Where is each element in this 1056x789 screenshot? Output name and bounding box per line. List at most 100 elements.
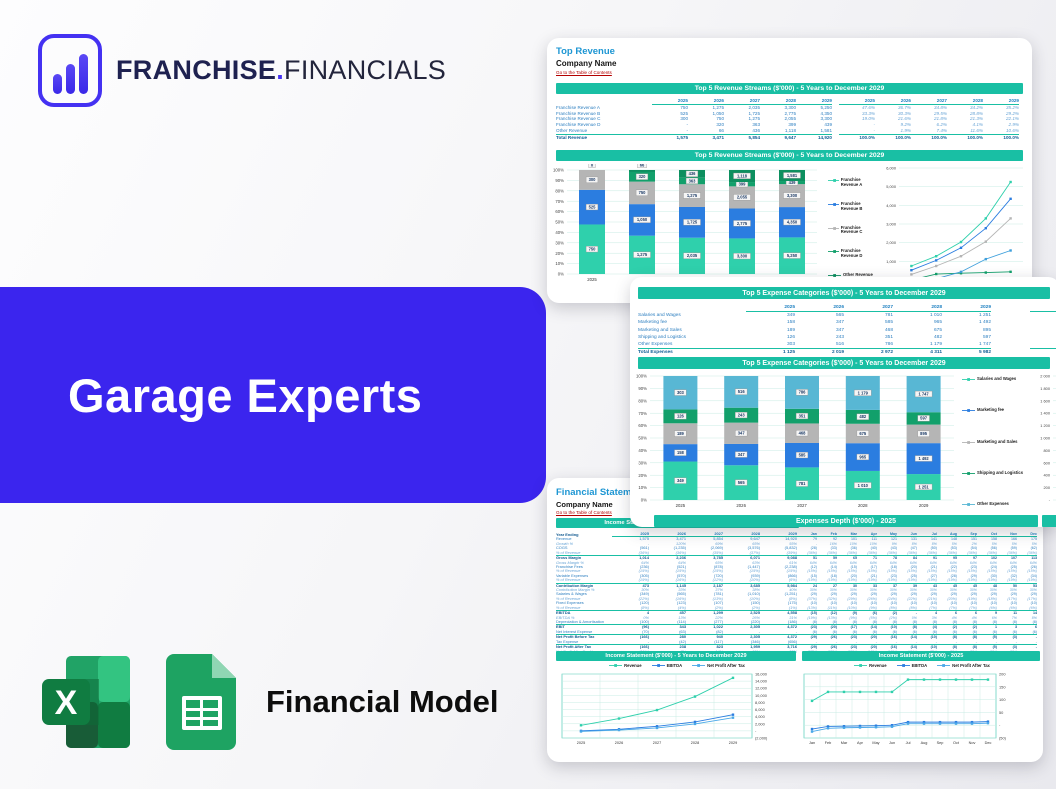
svg-text:50: 50 [999,710,1004,715]
svg-text:600: 600 [1044,460,1051,465]
google-sheets-icon [166,654,236,750]
svg-text:6,000: 6,000 [886,166,897,171]
svg-text:243: 243 [738,412,746,417]
svg-text:5,000: 5,000 [886,184,897,189]
svg-text:2,035: 2,035 [687,253,698,258]
svg-text:(2,000): (2,000) [755,736,768,741]
table-row: 31.0%28.0% [1030,312,1056,319]
table-row: 2025 2026 2027 2028 2029 [839,98,1019,105]
expenses-depth-axis-chart: 2 000 1 800 1 600 1 400 1 200 1 000 800 600 400 2… [1026,372,1056,514]
svg-text:2027: 2027 [653,741,661,745]
svg-text:436: 436 [689,171,697,176]
svg-text:2,055: 2,055 [737,195,748,200]
svg-text:2025: 2025 [676,503,686,508]
svg-text:Jan: Jan [809,741,815,745]
svg-text:X: X [55,684,78,722]
format-label: Financial Model [266,684,499,719]
table-row: % of Revenue (22%) (16%) (13%) (10%) (8%) (37%… [556,596,1037,601]
svg-text:2,775: 2,775 [737,221,748,226]
legend-item: Salaries and Wages [962,376,1024,382]
sheet-top-expenses: Top 5 Expense Categories ($'000) - 5 Yea… [630,277,1056,527]
table-row: Salaries and Wages 349 565 781 1 010 1 251 [638,313,991,319]
revenue-percent-table: 2025 2026 2027 2028 2029 47.6% 36.7% 34.8% 34.2%… [839,98,1019,141]
legend-item: Net Profit After Tax [692,663,745,668]
table-row: Fixed Expenses (120) (123) (107) (150) (175)(… [556,601,1037,606]
legend-item: Other Expenses [962,501,1024,507]
monthly-banner: Month [1042,515,1056,527]
svg-text:300: 300 [589,177,597,182]
table-row: Total Revenue 1,575 3,471 5,854 9,647 14,920 [556,133,832,140]
brand-logo: FRANCHISE.FINANCIALS [38,34,446,107]
svg-text:30%: 30% [638,460,647,465]
svg-text:565: 565 [738,480,746,485]
svg-text:347: 347 [738,452,746,457]
svg-text:320: 320 [639,174,647,179]
svg-text:1,000: 1,000 [886,259,897,264]
svg-text:0%: 0% [641,498,647,503]
svg-text:2 000: 2 000 [1040,374,1051,379]
svg-text:100%: 100% [636,374,647,379]
svg-text:Oct: Oct [953,741,960,745]
svg-text:1,725: 1,725 [687,220,698,225]
svg-text:3,000: 3,000 [886,222,897,227]
svg-text:16,000: 16,000 [755,672,768,677]
svg-text:Sep: Sep [937,741,944,745]
svg-text:2029: 2029 [919,503,929,508]
svg-text:2025: 2025 [587,277,597,282]
table-row: Franchise Revenue D -320 363 399 439 [556,122,832,128]
svg-text:2,000: 2,000 [886,240,897,245]
expense-values-table: 2025 2026 2027 2028 2029 Salaries and Wages 34… [638,304,991,356]
expense-table-banner: Top 5 Expense Categories ($'000) - 5 Yea… [638,287,1050,299]
table-row: % of Revenue (19%) (16%) (12%) (10%) (6%) (19%… [556,578,1037,583]
svg-text:50%: 50% [638,436,647,441]
table-row: -1.9% 7.4% 11.6% 10.6% [873,127,1019,133]
svg-text:4,000: 4,000 [755,714,766,719]
svg-text:2026: 2026 [615,741,623,745]
svg-text:126: 126 [677,414,685,419]
svg-text:2028: 2028 [691,741,699,745]
table-row: Growth % -120% 69% 65% 55% -16% 10% 10% 9% 8% 8% 5%… [556,541,1037,546]
brand-name-bold: FRANCHISE [116,55,277,85]
table-row: 100%100% [1030,348,1056,356]
svg-text:-: - [755,728,757,733]
revenue-stacked-bar-chart: 0% 10% 20% 30% 40% 50% 60% 70% 80% 90% 100% 750 525 3… [549,161,825,298]
svg-text:965: 965 [859,454,867,459]
table-row: 100.0% 100.0% 100.0% 100.0% 100.0% [839,133,1019,141]
svg-text:20%: 20% [555,251,564,256]
legend-item: Franchise Revenue A [828,177,876,188]
svg-text:525: 525 [589,204,597,209]
table-row: 14.0%17.2% [1030,319,1056,326]
table-row: Gross Margin 1,014 2,236 3,785 6,071 9,088 51 5… [556,555,1037,561]
svg-text:1 800: 1 800 [1040,386,1051,391]
svg-text:0%: 0% [558,272,564,277]
table-of-contents-link[interactable]: Go to the Table of Contents [556,510,612,515]
table-row: Revenue 1,575 3,471 5,854 9,647 14,920 79 92 101… [556,537,1037,542]
income-5y-legend: Revenue EBITDA Net Profit After Tax [567,663,787,668]
svg-text:2029: 2029 [729,741,737,745]
table-of-contents-link[interactable]: Go to the Table of Contents [556,70,612,75]
table-row: -9.2% 6.2% 4.1% 2.9% [873,122,1019,128]
svg-text:30%: 30% [555,240,564,245]
svg-text:5,250: 5,250 [787,253,798,258]
svg-text:303: 303 [677,390,685,395]
revenue-chart-legend: Franchise Revenue A Franchise Revenue B Fr… [828,177,876,278]
table-row: % of Revenue (36%) (36%) (35%) (37%) (39%) (36… [556,550,1037,555]
table-row: Net Interest Expense (70) (63) (82) - - (6) (6)… [556,629,1037,634]
svg-text:1 251: 1 251 [918,484,929,489]
table-row: Tax Expense - (42) (117) (346) (656) - - - - - - - - -… [556,639,1037,644]
svg-text:2025: 2025 [577,741,585,745]
svg-text:Jul: Jul [906,741,911,745]
table-row: Franchise Revenue B 525 1,050 1,725 2,775 4,3… [556,110,832,116]
svg-text:800: 800 [1044,448,1051,453]
table-row: Franchise Revenue C 300 750 1,275 2,055 3,300 [556,116,832,122]
svg-text:1 179: 1 179 [858,390,869,395]
svg-text:1,275: 1,275 [687,193,698,198]
legend-item: Franchise Revenue C [828,225,876,236]
svg-text:468: 468 [799,431,807,436]
svg-text:70%: 70% [638,411,647,416]
table-row: EBIT (96) 343 1,022 2,305 4,372 (23) (20) (17) (1… [556,624,1037,630]
svg-text:675: 675 [859,431,867,436]
sheet-title: Top Revenue [556,46,615,57]
table-row: 33.3% 30.3% 29.5% 28.8% 29.2% [861,110,1019,116]
svg-text:400: 400 [1044,473,1051,478]
